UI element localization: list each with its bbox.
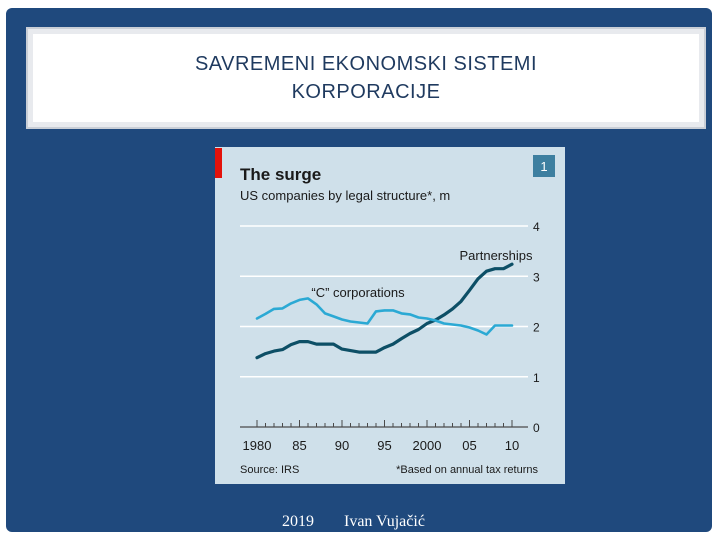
chart-source: Source: IRS — [240, 464, 299, 476]
slide-title-line-1: SAVREMENI EKONOMSKI SISTEMI — [194, 53, 538, 75]
x-tick-label: 90 — [335, 438, 349, 453]
x-tick-label: 2000 — [413, 438, 442, 453]
slide-background: SAVREMENI EKONOMSKI SISTEMI KORPORACIJE … — [6, 8, 712, 532]
chart-footnote: *Based on annual tax returns — [396, 464, 538, 476]
x-tick-label: 1980 — [243, 438, 272, 453]
c-corporations-label: “C” corporations — [311, 285, 405, 300]
title-box: SAVREMENI EKONOMSKI SISTEMI KORPORACIJE — [26, 27, 706, 129]
x-tick-label: 10 — [505, 438, 519, 453]
x-tick-label: 05 — [462, 438, 476, 453]
footer-author: Ivan Vujačić — [344, 513, 425, 530]
partnerships-series-line — [255, 262, 514, 360]
x-tick-label: 85 — [292, 438, 306, 453]
chart-title: The surge — [240, 165, 321, 184]
y-tick-label: 3 — [533, 270, 540, 284]
x-tick-label: 95 — [377, 438, 391, 453]
y-tick-label: 0 — [533, 421, 540, 435]
y-tick-label: 4 — [533, 220, 540, 234]
chart-panel: The surge US companies by legal structur… — [215, 147, 565, 484]
footer-year: 2019 — [282, 513, 314, 530]
red-tag — [215, 148, 222, 178]
y-tick-label: 1 — [533, 371, 540, 385]
chart-number-badge-text: 1 — [540, 159, 547, 174]
slide-title-line-2: KORPORACIJE — [291, 81, 441, 103]
line-chart: The surge US companies by legal structur… — [215, 148, 555, 476]
chart-number-badge — [533, 155, 555, 177]
c-corporations-series-line — [255, 297, 514, 336]
y-tick-label: 2 — [533, 321, 540, 335]
partnerships-label: Partnerships — [460, 248, 533, 263]
chart-subtitle: US companies by legal structure*, m — [240, 188, 450, 203]
